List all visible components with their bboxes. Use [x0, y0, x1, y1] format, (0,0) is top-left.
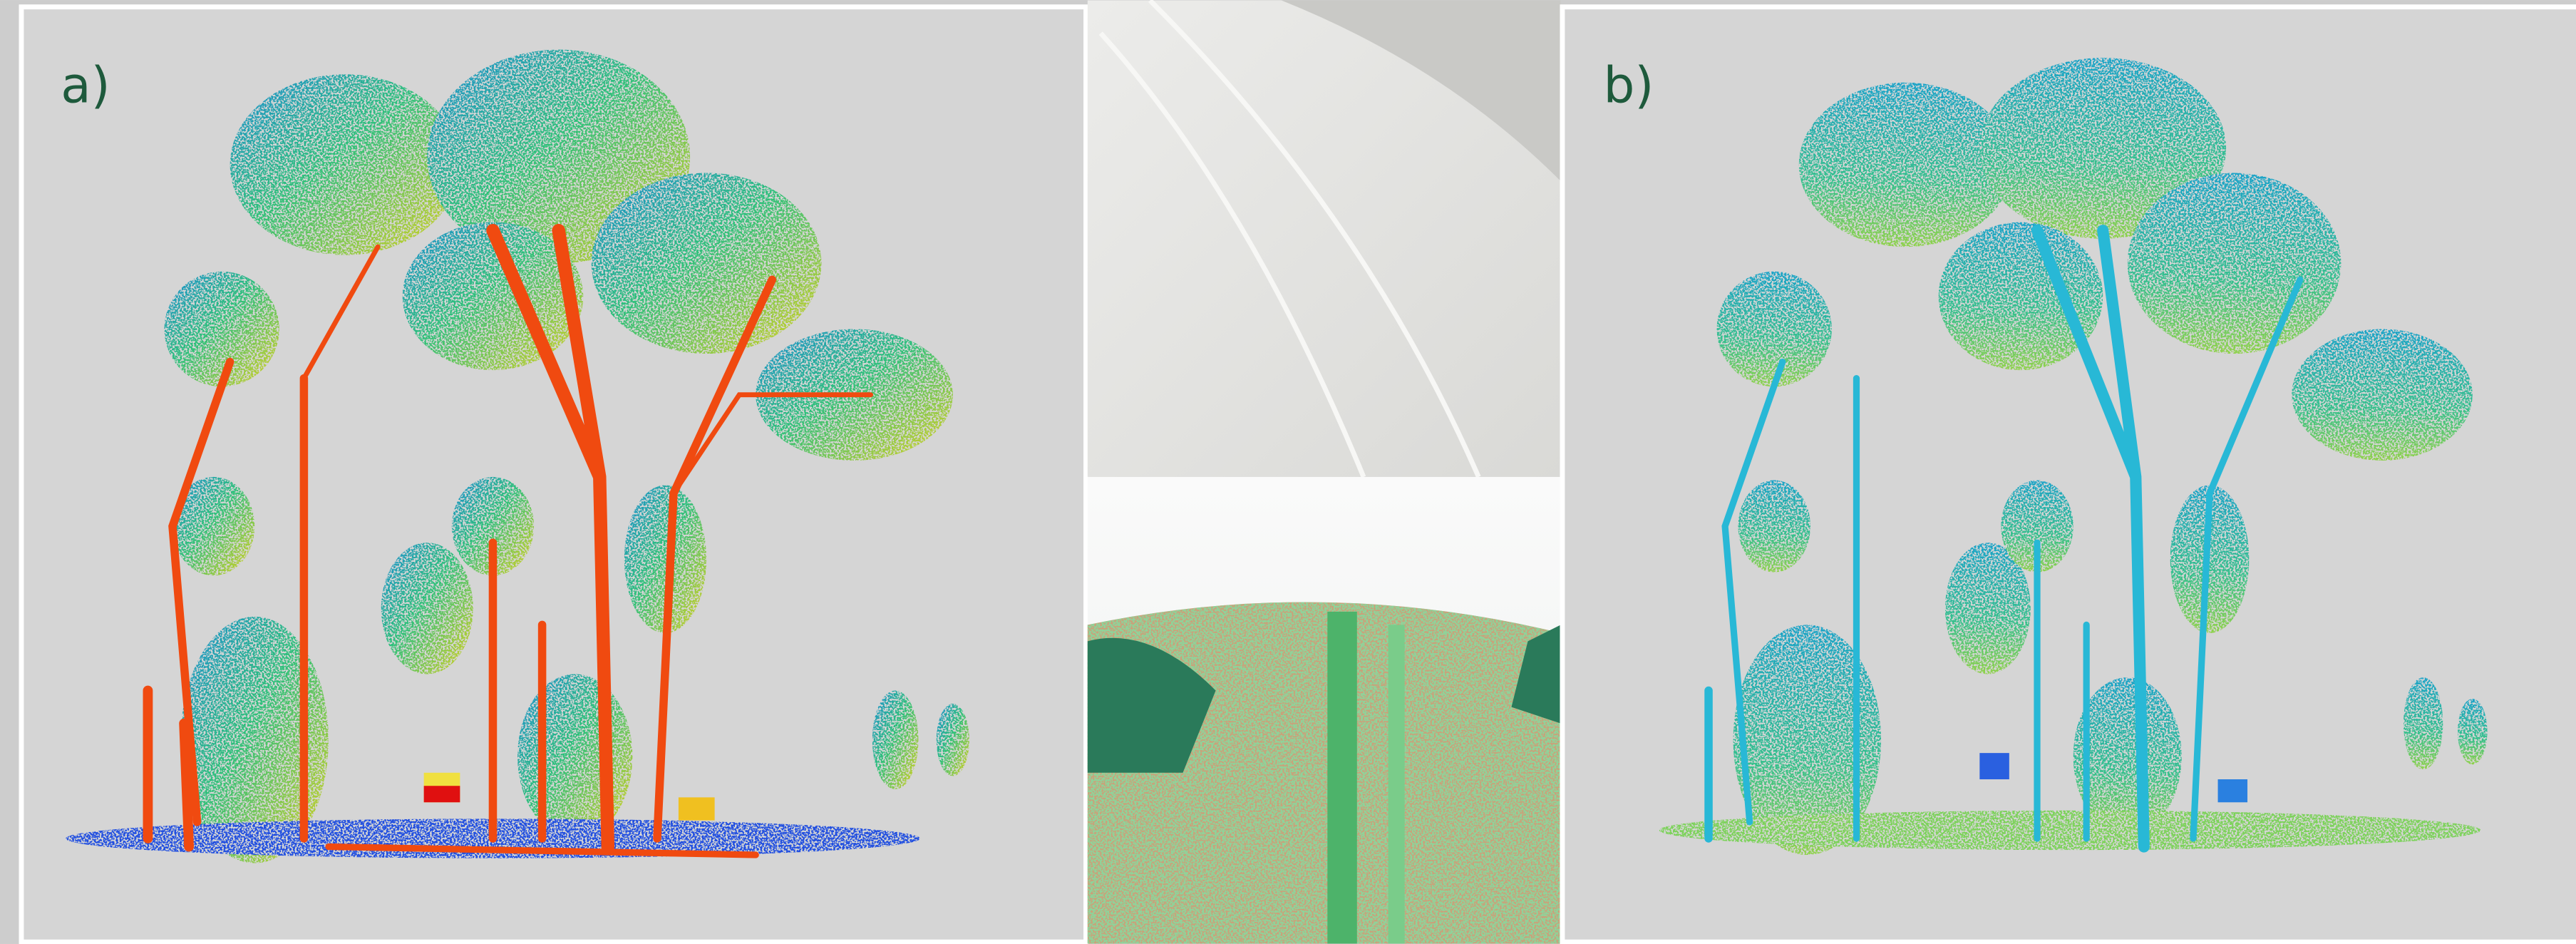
- target: [2218, 779, 2247, 802]
- panel-label: b): [1604, 57, 1654, 114]
- target: [424, 786, 460, 802]
- panel-a: a): [21, 7, 1086, 942]
- trunk: [1389, 625, 1405, 943]
- panel-label: a): [61, 57, 110, 114]
- trunk: [1327, 612, 1356, 944]
- figure: a): [0, 0, 2576, 944]
- target: [1979, 753, 2009, 779]
- target: [679, 797, 715, 820]
- page: a): [0, 0, 2576, 944]
- panel-b: b): [1562, 7, 2576, 942]
- middle-strip: [1088, 1, 1561, 944]
